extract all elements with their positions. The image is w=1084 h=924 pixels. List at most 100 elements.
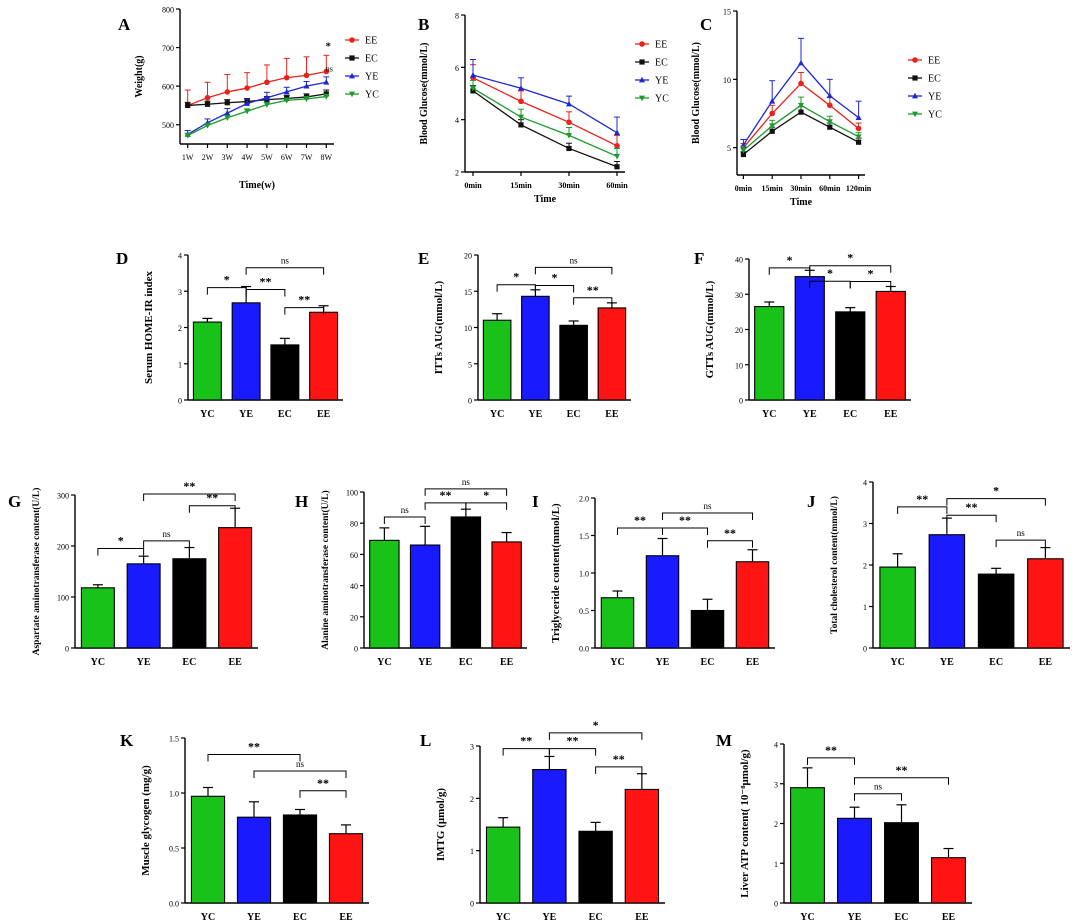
x-tick-label: YE (137, 657, 151, 668)
x-tick-label: YC (91, 657, 105, 668)
bar-ye (928, 534, 966, 649)
data-point-circle (827, 102, 833, 109)
significance-star: ** (206, 491, 218, 505)
y-tick-label: 3 (470, 743, 474, 752)
significance-star: ** (567, 734, 579, 748)
x-tick-label: 3W (222, 153, 234, 162)
panel-c: 5 10 15 0min 15min 30min 60min 120min EE EC YE YC Ti… (691, 8, 942, 209)
significance-star: * (827, 266, 833, 280)
bar-yc (192, 321, 222, 401)
legend-label-ec: EC (365, 54, 378, 65)
x-tick-label: YE (418, 657, 432, 668)
x-tick-label: EC (459, 657, 473, 668)
panel-label-h: H (295, 492, 308, 511)
y-tick-label: 4 (863, 479, 867, 488)
y-tick-label: 10 (735, 361, 743, 370)
x-tick-label: EE (635, 912, 649, 923)
series-line-ee (742, 82, 860, 149)
y-tick-label: 0 (65, 645, 69, 654)
bar-ee (624, 788, 660, 904)
bar-ye (521, 295, 550, 401)
y-tick-label: 10 (723, 76, 731, 85)
significance-bracket (662, 527, 708, 535)
data-point-triangle (349, 72, 355, 79)
y-tick-label: 1 (178, 360, 182, 369)
x-tick-label: EE (228, 657, 242, 668)
data-point-circle (639, 41, 645, 47)
significance-star: * (868, 267, 874, 281)
y-tick-label: 2 (455, 169, 459, 178)
significance-bracket (946, 498, 1046, 506)
bar-ee (218, 527, 253, 649)
y-axis-title: Blood Glucose(mmol/L) (691, 42, 702, 144)
bar-yc (190, 795, 226, 904)
y-tick-label: 4 (774, 741, 778, 750)
y-tick-label: 30 (735, 291, 743, 300)
data-point-triangle-down (826, 119, 833, 125)
bar-ye (645, 555, 680, 649)
x-tick-label: EC (589, 912, 603, 923)
x-tick-label: EE (884, 409, 898, 420)
significance-bracket (946, 514, 997, 523)
data-point-triangle (826, 92, 833, 99)
y-axis-title: Blood Glucose(mmol/L) (419, 43, 430, 145)
x-tick-label: EC (278, 409, 292, 420)
bar-ee (735, 561, 770, 649)
bar-ec (578, 830, 613, 904)
x-tick-label: 15min (762, 184, 784, 193)
x-tick-label: 30min (790, 184, 812, 193)
legend-label-ee: EE (655, 40, 667, 51)
data-point-triangle (303, 82, 310, 89)
data-point-triangle-down (303, 96, 310, 103)
data-point-triangle (639, 76, 645, 83)
y-tick-label: 0 (863, 645, 867, 654)
y-tick-label: 100 (346, 489, 358, 498)
significance-bracket (809, 265, 892, 273)
significance-bracket (768, 267, 811, 275)
data-point-square (740, 151, 746, 158)
x-tick-label: YC (762, 409, 776, 420)
legend-label-ye: YE (365, 72, 378, 83)
significance-bracket (424, 502, 467, 510)
y-tick-label: 0 (468, 397, 472, 406)
panel-label-b: B (418, 15, 429, 34)
x-tick-label: 2W (202, 153, 214, 162)
x-tick-label: EE (1039, 657, 1053, 668)
significance-bracket (245, 267, 325, 275)
significance-star: ** (966, 500, 978, 514)
significance-star: ** (440, 488, 452, 502)
x-tick-label: EE (317, 409, 331, 420)
significance-star: ** (724, 526, 736, 540)
x-tick-label: YC (201, 912, 215, 923)
data-point-triangle-down (769, 123, 776, 129)
bar-ye (409, 544, 441, 649)
series-line-ye (187, 81, 327, 135)
y-tick-label: 20 (350, 613, 358, 622)
significance-star: ** (260, 274, 272, 288)
bar-ec (559, 324, 588, 401)
data-point-triangle-down (283, 98, 290, 104)
data-point-square (614, 164, 620, 170)
panel-i: 0.0 0.5 1.0 1.5 2.0 YC YE EC EE ** ** ns ** Triglycer… (550, 495, 775, 668)
bar-ee (1027, 558, 1064, 649)
y-tick-label: 200 (57, 543, 69, 552)
y-tick-label: 0.0 (579, 645, 589, 654)
y-tick-label: 3 (178, 288, 182, 297)
x-tick-label: YC (800, 912, 814, 923)
data-point-circle (566, 119, 572, 126)
data-point-triangle (855, 114, 862, 120)
bar-yc (790, 787, 825, 904)
significance-bracket (595, 766, 643, 774)
bar-ec (977, 573, 1015, 649)
data-point-circle (912, 57, 918, 63)
significance-star: ** (916, 492, 928, 506)
data-point-triangle (912, 92, 918, 99)
panel-label-k: K (120, 731, 134, 750)
data-point-circle (264, 79, 270, 86)
y-tick-label: 20 (735, 326, 743, 335)
y-tick-label: 80 (350, 520, 358, 529)
significance-star: * (513, 270, 519, 284)
y-tick-label: 2 (863, 562, 867, 571)
x-tick-label: YC (890, 657, 904, 668)
